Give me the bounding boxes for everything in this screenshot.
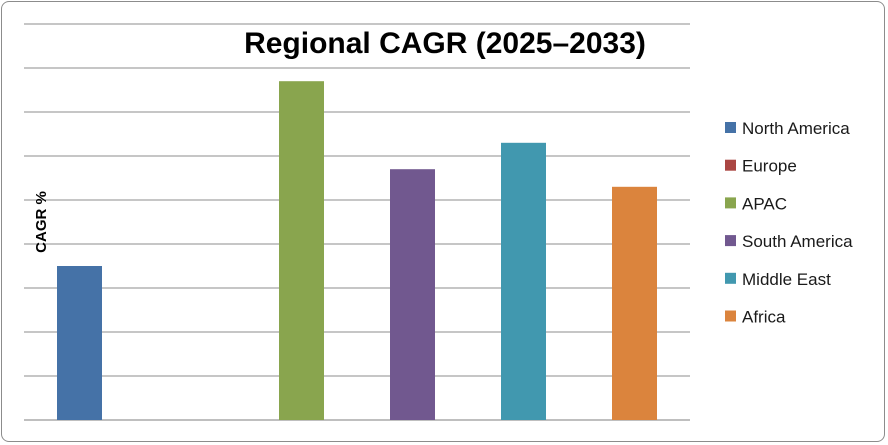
- bar-south-america: [390, 169, 435, 420]
- bars: [57, 81, 657, 421]
- bar-north-america: [57, 266, 102, 420]
- legend-swatch: [725, 310, 736, 322]
- legend-label: Africa: [742, 308, 786, 327]
- legend-label: Europe: [742, 157, 797, 176]
- gridlines: [24, 23, 690, 421]
- chart-title: Regional CAGR (2025–2033): [244, 27, 646, 60]
- legend-swatch: [725, 235, 736, 247]
- legend: North America Europe APAC South America Midd…: [725, 119, 853, 327]
- legend-label: Middle East: [742, 270, 831, 289]
- y-axis-label: CAGR %: [33, 191, 50, 253]
- bar-middle-east: [501, 142, 546, 421]
- legend-label: North America: [742, 119, 850, 138]
- bar-apac: [279, 81, 324, 420]
- legend-label: APAC: [742, 194, 787, 213]
- bar-africa: [612, 186, 657, 420]
- legend-swatch: [725, 122, 736, 133]
- legend-swatch: [725, 272, 736, 284]
- legend-label: South America: [742, 232, 853, 251]
- legend-swatch: [725, 197, 736, 209]
- legend-swatch: [725, 159, 736, 171]
